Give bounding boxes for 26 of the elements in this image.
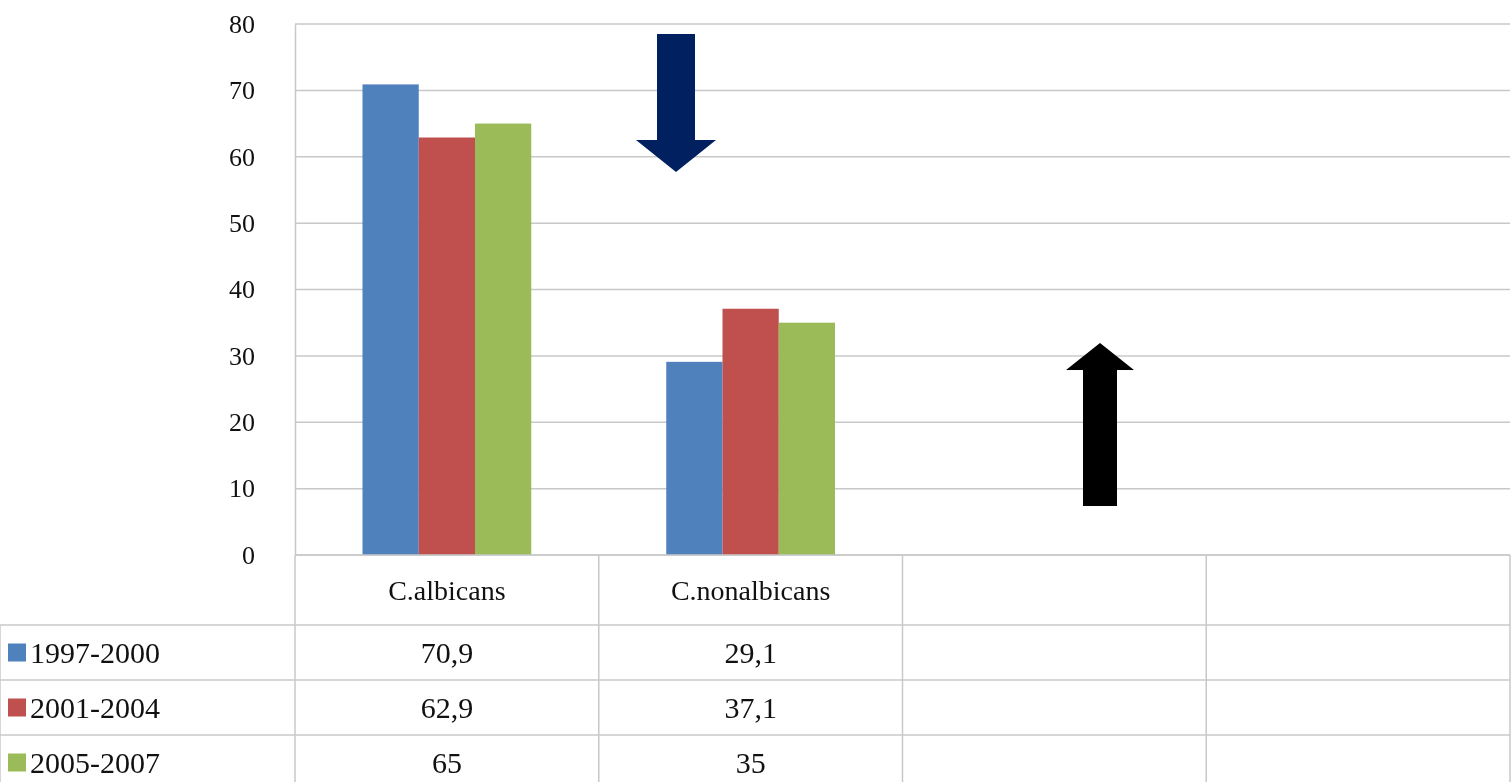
data-label: 35 <box>735 746 766 779</box>
data-label: 37,1 <box>724 691 777 724</box>
y-tick-label: 50 <box>229 208 255 238</box>
y-tick-label: 70 <box>229 76 255 106</box>
bar <box>418 137 475 555</box>
bar <box>778 322 835 555</box>
bar <box>722 308 779 555</box>
y-tick-label: 40 <box>229 275 255 305</box>
data-label: 70,9 <box>420 636 474 669</box>
y-tick-label: 0 <box>242 540 255 570</box>
bar <box>666 361 723 555</box>
bar <box>362 84 419 555</box>
legend-label: 2005-2007 <box>30 746 160 779</box>
x-tick-label: C.albicans <box>388 574 506 606</box>
data-label: 65 <box>431 746 462 779</box>
y-tick-label: 10 <box>229 474 255 504</box>
legend-label: 1997-2000 <box>30 636 160 669</box>
y-tick-label: 30 <box>229 341 255 371</box>
x-tick-label: C.nonalbicans <box>670 574 831 606</box>
data-label: 29,1 <box>724 636 777 669</box>
y-tick-label: 80 <box>229 9 255 39</box>
data-label: 62,9 <box>420 691 474 724</box>
y-tick-label: 60 <box>229 142 255 172</box>
legend-label: 2001-2004 <box>30 691 160 724</box>
y-tick-label: 20 <box>229 408 255 438</box>
bar <box>475 123 532 555</box>
